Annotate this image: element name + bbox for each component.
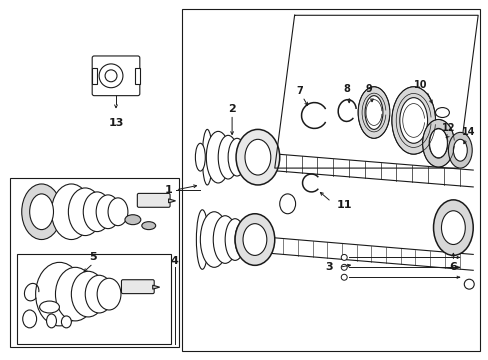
Ellipse shape [40,301,60,313]
Ellipse shape [36,262,83,326]
Text: 6: 6 [448,262,456,272]
Text: 5: 5 [89,252,97,262]
Ellipse shape [21,184,61,239]
Ellipse shape [55,267,95,321]
Text: 3: 3 [325,262,332,272]
Bar [135,68,140,84]
Polygon shape [152,285,160,289]
Ellipse shape [441,211,464,244]
Ellipse shape [357,87,389,138]
Circle shape [99,64,122,88]
Text: 4: 4 [170,256,178,266]
Ellipse shape [218,135,238,179]
Ellipse shape [51,184,91,239]
Ellipse shape [202,129,212,185]
Text: 7: 7 [296,86,303,96]
Text: 1: 1 [164,185,172,195]
Ellipse shape [243,224,266,255]
Ellipse shape [22,310,37,328]
Text: 11: 11 [336,200,351,210]
Ellipse shape [213,216,237,264]
Text: 9: 9 [365,84,372,94]
FancyBboxPatch shape [121,280,154,294]
Bar [182,9,479,351]
Ellipse shape [391,87,435,154]
Ellipse shape [224,219,244,260]
Text: 8: 8 [343,84,350,94]
Ellipse shape [244,139,270,175]
Ellipse shape [435,108,448,117]
Text: 10: 10 [413,80,427,90]
FancyBboxPatch shape [92,56,140,96]
Ellipse shape [399,98,427,143]
Ellipse shape [228,138,245,176]
Ellipse shape [85,275,113,313]
Ellipse shape [96,195,120,229]
Text: 14: 14 [461,127,474,138]
Ellipse shape [279,194,295,214]
Ellipse shape [46,314,56,328]
Text: 2: 2 [228,104,236,113]
Ellipse shape [142,222,155,230]
Ellipse shape [235,214,274,265]
Circle shape [341,255,346,260]
Circle shape [105,70,117,82]
Ellipse shape [365,96,382,129]
Bar [17,255,170,344]
Ellipse shape [206,131,230,183]
Ellipse shape [195,143,205,171]
Ellipse shape [83,192,111,231]
Ellipse shape [124,215,141,225]
Ellipse shape [452,139,467,161]
Ellipse shape [238,141,253,173]
Ellipse shape [428,129,447,158]
Text: 13: 13 [108,118,123,129]
Ellipse shape [108,198,128,226]
Ellipse shape [200,212,228,267]
Ellipse shape [71,271,105,317]
Circle shape [463,279,473,289]
Ellipse shape [68,188,102,235]
Ellipse shape [97,278,121,310]
Circle shape [341,274,346,280]
Text: 12: 12 [441,123,454,134]
Ellipse shape [433,200,472,255]
Ellipse shape [236,129,279,185]
Ellipse shape [422,120,453,167]
Circle shape [341,264,346,270]
Ellipse shape [196,210,208,269]
FancyBboxPatch shape [137,193,170,207]
Ellipse shape [447,132,471,168]
Ellipse shape [61,316,71,328]
Bar [92,68,97,84]
Polygon shape [168,199,175,203]
Ellipse shape [235,222,252,257]
Ellipse shape [30,194,53,230]
Bar [10,178,178,347]
